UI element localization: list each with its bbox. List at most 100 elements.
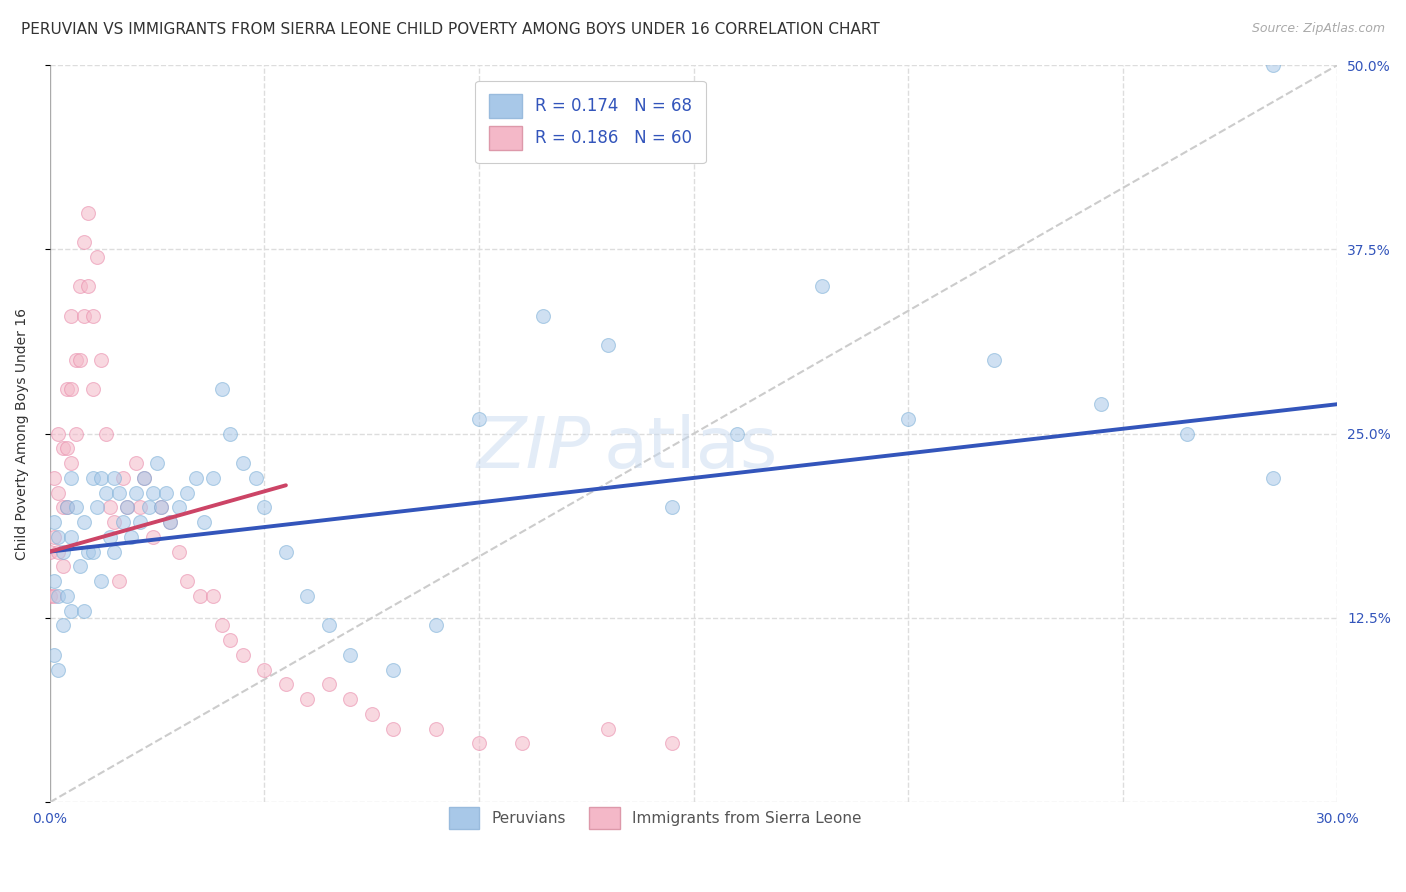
Point [111, 471, 134, 485]
Point [531, 309, 554, 323]
Point [596, 722, 619, 736]
Point [318, 618, 340, 632]
Point [69, 279, 91, 293]
Point [193, 515, 215, 529]
Point [318, 677, 340, 691]
Point [90, 471, 112, 485]
Point [1090, 397, 1112, 411]
Point [103, 544, 125, 558]
Point [82, 544, 104, 558]
Point [146, 456, 169, 470]
Point [90, 353, 112, 368]
Point [52, 559, 75, 574]
Text: PERUVIAN VS IMMIGRANTS FROM SIERRA LEONE CHILD POVERTY AMONG BOYS UNDER 16 CORRE: PERUVIAN VS IMMIGRANTS FROM SIERRA LEONE… [21, 22, 880, 37]
Point [42, 574, 65, 588]
Point [77, 544, 100, 558]
Point [661, 736, 683, 750]
Point [115, 500, 138, 515]
Point [42, 530, 65, 544]
Point [129, 500, 152, 515]
Point [468, 736, 491, 750]
Point [274, 544, 297, 558]
Point [98, 530, 121, 544]
Point [211, 618, 233, 632]
Point [56, 442, 79, 456]
Point [253, 500, 276, 515]
Point [120, 530, 142, 544]
Point [94, 426, 117, 441]
Point [201, 589, 224, 603]
Point [103, 515, 125, 529]
Point [184, 471, 207, 485]
Text: ZIP: ZIP [477, 414, 591, 483]
Point [360, 706, 382, 721]
Point [167, 544, 190, 558]
Point [201, 471, 224, 485]
Point [159, 515, 181, 529]
Point [98, 500, 121, 515]
Point [425, 722, 447, 736]
Point [811, 279, 834, 293]
Point [111, 515, 134, 529]
Point [107, 485, 129, 500]
Text: atlas: atlas [603, 414, 778, 483]
Point [339, 648, 361, 662]
Point [56, 500, 79, 515]
Point [69, 559, 91, 574]
Point [48, 530, 70, 544]
Point [73, 235, 96, 249]
Point [138, 500, 160, 515]
Point [115, 500, 138, 515]
Point [60, 471, 83, 485]
Point [42, 515, 65, 529]
Point [124, 485, 146, 500]
Text: Source: ZipAtlas.com: Source: ZipAtlas.com [1251, 22, 1385, 36]
Point [52, 442, 75, 456]
Point [176, 485, 198, 500]
Point [897, 412, 920, 426]
Point [52, 544, 75, 558]
Point [48, 485, 70, 500]
Point [52, 500, 75, 515]
Point [82, 309, 104, 323]
Point [134, 471, 156, 485]
Point [82, 383, 104, 397]
Point [86, 250, 108, 264]
Point [596, 338, 619, 352]
Point [48, 426, 70, 441]
Point [60, 530, 83, 544]
Point [56, 383, 79, 397]
Point [65, 353, 87, 368]
Point [94, 485, 117, 500]
Point [56, 500, 79, 515]
Point [167, 500, 190, 515]
Point [297, 692, 319, 706]
Point [42, 648, 65, 662]
Point [176, 574, 198, 588]
Point [42, 589, 65, 603]
Point [155, 485, 177, 500]
Point [129, 515, 152, 529]
Point [60, 309, 83, 323]
Point [725, 426, 748, 441]
Point [274, 677, 297, 691]
Point [56, 589, 79, 603]
Point [107, 574, 129, 588]
Point [150, 500, 173, 515]
Point [73, 515, 96, 529]
Point [468, 412, 491, 426]
Point [38, 589, 60, 603]
Point [65, 500, 87, 515]
Point [150, 500, 173, 515]
Point [52, 618, 75, 632]
Point [73, 309, 96, 323]
Point [48, 589, 70, 603]
Point [77, 279, 100, 293]
Point [42, 471, 65, 485]
Point [38, 544, 60, 558]
Point [159, 515, 181, 529]
Point [425, 618, 447, 632]
Point [86, 500, 108, 515]
Point [510, 736, 533, 750]
Point [232, 456, 254, 470]
